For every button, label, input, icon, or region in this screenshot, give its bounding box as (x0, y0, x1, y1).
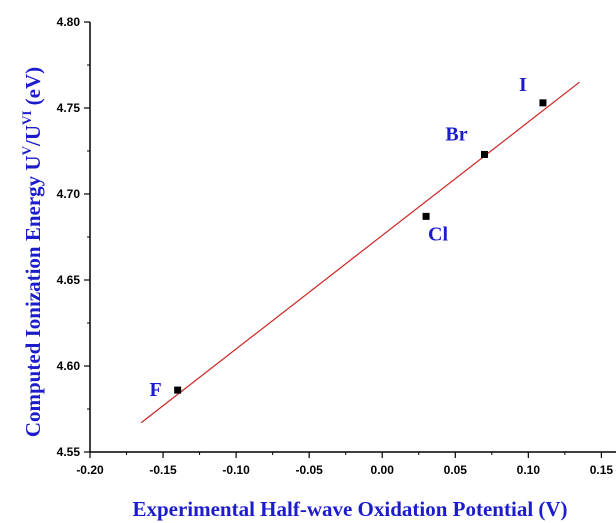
point-label: I (519, 74, 527, 96)
data-point (481, 150, 488, 158)
y-axis-title: Computed Ionization Energy UV/UVI (eV) (19, 67, 45, 437)
x-tick-label: -0.05 (295, 463, 323, 477)
x-tick-label: -0.10 (222, 463, 250, 477)
x-tick-label: 0.15 (590, 463, 614, 477)
data-point (174, 386, 182, 394)
x-tick-label: -0.20 (76, 463, 104, 477)
x-axis-ticks: -0.20 -0.15 -0.10 -0.05 0.00 0.05 0.10 0.15 (76, 452, 613, 477)
y-tick-label: 4.70 (57, 187, 81, 201)
y-axis-ticks: 4.55 4.60 4.65 4.70 4.75 4.80 (57, 15, 90, 459)
y-axis-title-base: Computed Ionization Energy U (21, 155, 45, 437)
x-tick-label: 0.10 (517, 463, 541, 477)
axes (89, 22, 616, 453)
y-axis-title-sup2: VI (19, 111, 34, 125)
x-tick-label: 0.05 (444, 463, 468, 477)
data-point (422, 212, 430, 220)
point-label: Br (445, 123, 467, 145)
point-label: Cl (428, 223, 448, 245)
y-tick-label: 4.80 (57, 15, 81, 29)
data-points: F Cl Br I (150, 74, 547, 401)
data-point (539, 99, 547, 107)
y-tick-label: 4.55 (57, 445, 81, 459)
x-axis-title: Experimental Half-wave Oxidation Potenti… (132, 497, 567, 521)
fit-line-group (140, 81, 580, 424)
y-tick-label: 4.60 (57, 359, 81, 373)
y-axis-title-unit: (eV) (21, 67, 45, 111)
x-tick-label: -0.15 (149, 463, 177, 477)
x-tick-label: 0.00 (371, 463, 395, 477)
point-label: F (150, 379, 162, 401)
fit-line (140, 81, 580, 424)
y-axis-title-mid: /U (21, 125, 45, 147)
y-axis-title-sup1: V (19, 145, 34, 155)
y-tick-label: 4.75 (57, 101, 81, 115)
y-tick-label: 4.65 (57, 273, 81, 287)
